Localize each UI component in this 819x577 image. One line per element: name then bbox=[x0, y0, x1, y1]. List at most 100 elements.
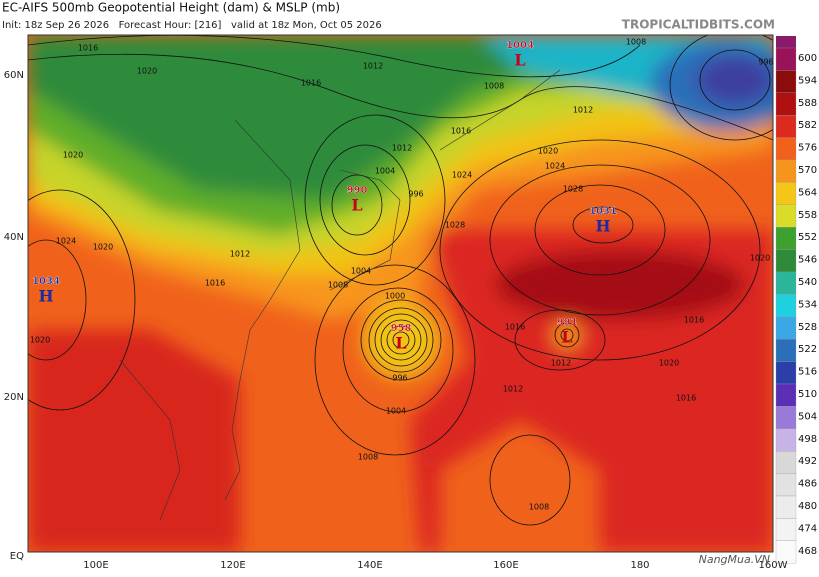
longitude-label: 160E bbox=[493, 560, 518, 571]
title: EC-AIFS 500mb Geopotential Height (dam) … bbox=[2, 1, 340, 15]
contour-label: 1008 bbox=[626, 38, 646, 47]
contour-label: 1016 bbox=[684, 316, 704, 325]
contour-label: 1012 bbox=[503, 385, 523, 394]
contour-label: 1012 bbox=[551, 359, 571, 368]
contour-label: 1008 bbox=[328, 281, 348, 290]
colorbar-swatch bbox=[775, 406, 797, 429]
colorbar-swatch bbox=[775, 159, 797, 183]
contour-label: 1016 bbox=[676, 394, 696, 403]
contour-label: 1028 bbox=[445, 221, 465, 230]
contour-label: 1008 bbox=[484, 82, 504, 91]
colorbar-swatch bbox=[775, 495, 797, 519]
pressure-value: 1031 bbox=[589, 206, 617, 217]
colorbar-swatch bbox=[775, 294, 797, 317]
contour-label: 1024 bbox=[56, 237, 76, 246]
longitude-label: 100E bbox=[83, 560, 108, 571]
colorbar-label: 576 bbox=[798, 143, 817, 154]
colorbar-swatch bbox=[775, 70, 797, 93]
colorbar-label: 504 bbox=[798, 411, 817, 422]
contour-label: 1020 bbox=[63, 151, 83, 160]
colorbar-swatch bbox=[775, 92, 797, 116]
contour-label: 1020 bbox=[538, 147, 558, 156]
colorbar-label: 546 bbox=[798, 255, 817, 266]
contour-label: 996 bbox=[758, 58, 773, 67]
colorbar-label: 468 bbox=[798, 546, 817, 557]
colorbar-swatch bbox=[775, 383, 797, 407]
colorbar-label: 540 bbox=[798, 277, 817, 288]
colorbar-label: 588 bbox=[798, 98, 817, 109]
coastlines bbox=[119, 69, 561, 521]
latitude-label: 60N bbox=[4, 70, 24, 81]
colorbar-label: 474 bbox=[798, 523, 817, 534]
colorbar-label: 558 bbox=[798, 210, 817, 221]
colorbar-label: 516 bbox=[798, 367, 817, 378]
colorbar-swatch bbox=[775, 339, 797, 362]
colorbar-swatch bbox=[775, 518, 797, 541]
contour-label: 1000 bbox=[385, 292, 405, 301]
colorbar-swatch bbox=[775, 227, 797, 250]
colorbar-label: 492 bbox=[798, 456, 817, 467]
contour-label: 1016 bbox=[451, 127, 471, 136]
contour-label: 1008 bbox=[358, 453, 378, 462]
contour-label: 1004 bbox=[375, 167, 395, 176]
pressure-value: 1034 bbox=[32, 276, 60, 287]
latitude-label: 40N bbox=[4, 232, 24, 243]
colorbar-label: 564 bbox=[798, 187, 817, 198]
contour-label: 1020 bbox=[137, 67, 157, 76]
colorbar-swatch bbox=[775, 271, 797, 295]
colorbar-swatch bbox=[775, 182, 797, 205]
colorbar-swatch bbox=[775, 115, 797, 138]
contour-label: 1008 bbox=[529, 503, 549, 512]
watermark: NangMua.VN bbox=[699, 553, 770, 566]
site: TROPICALTIDBITS.COM bbox=[622, 18, 775, 32]
colorbar-label: 522 bbox=[798, 344, 817, 355]
colorbar-label: 552 bbox=[798, 232, 817, 243]
colorbar-swatch bbox=[775, 428, 797, 452]
longitude-label: 180 bbox=[630, 560, 649, 571]
latitude-label: 20N bbox=[4, 392, 24, 403]
pressure-value: 990 bbox=[347, 185, 368, 196]
colorbar-cap bbox=[776, 36, 796, 48]
contour-label: 1016 bbox=[301, 79, 321, 88]
pressure-letter: H bbox=[595, 217, 610, 236]
contour-label: 1024 bbox=[545, 162, 565, 171]
contour-label: 1016 bbox=[78, 44, 98, 53]
colorbar-swatch bbox=[775, 137, 797, 161]
contour-label: 1004 bbox=[351, 267, 371, 276]
colorbar-label: 582 bbox=[798, 120, 817, 131]
colorbar-swatch bbox=[775, 316, 797, 340]
contour-label: 1028 bbox=[563, 185, 583, 194]
field bbox=[28, 35, 773, 552]
colorbar-label: 600 bbox=[798, 53, 817, 64]
colorbar-swatch bbox=[775, 249, 797, 273]
contour-label: 1024 bbox=[452, 171, 472, 180]
contour-label: 1020 bbox=[750, 254, 770, 263]
contour-label: 1020 bbox=[659, 359, 679, 368]
colorbar-swatch bbox=[775, 451, 797, 474]
longitude-label: 160W bbox=[759, 560, 788, 571]
contour-label: 1012 bbox=[392, 144, 412, 153]
pressure-value: 1004 bbox=[506, 40, 534, 51]
colorbar: 600 594 588 582 576 570 564 558 552 546 540 534 528 5… bbox=[775, 36, 817, 564]
pressure-letter: L bbox=[351, 196, 362, 215]
contour-label: 1012 bbox=[230, 250, 250, 259]
contour-label: 1012 bbox=[573, 106, 593, 115]
colorbar-label: 510 bbox=[798, 389, 817, 400]
colorbar-label: 570 bbox=[798, 165, 817, 176]
contour-label: 1004 bbox=[386, 407, 406, 416]
contour-label: 996 bbox=[408, 190, 423, 199]
pressure-letter: L bbox=[561, 328, 572, 347]
colorbar-label: 480 bbox=[798, 501, 817, 512]
colorbar-swatch bbox=[775, 47, 797, 71]
pressure-value: 958 bbox=[391, 323, 412, 334]
colorbar-label: 528 bbox=[798, 322, 817, 333]
colorbar-swatch bbox=[775, 540, 797, 564]
pressure-value: 991 bbox=[557, 317, 578, 328]
contour-label: 996 bbox=[392, 374, 407, 383]
longitude-label: 140E bbox=[357, 560, 382, 571]
contour-label: 1012 bbox=[363, 62, 383, 71]
colorbar-swatch bbox=[775, 473, 797, 497]
pressure-letter: L bbox=[514, 51, 525, 70]
colorbar-label: 534 bbox=[798, 299, 817, 310]
latitude-label: EQ bbox=[10, 551, 24, 562]
